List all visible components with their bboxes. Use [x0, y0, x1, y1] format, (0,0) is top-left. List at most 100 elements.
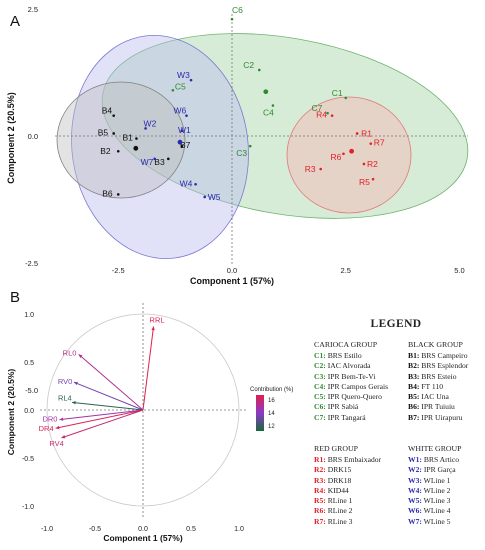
legend-item-code: C4: — [314, 381, 326, 391]
point-label-w5: W5 — [208, 192, 221, 202]
legend-item: R6: RLine 2 — [314, 506, 381, 516]
legend-item-name: IPR Garça — [421, 465, 456, 475]
legend-item: R3: DRK18 — [314, 476, 381, 486]
legend-item: W3: WLine 1 — [408, 476, 462, 486]
legend-item: W2: IPR Garça — [408, 465, 462, 475]
legend-item-code: W5: — [408, 496, 422, 506]
legend-item: B4: FT 110 — [408, 382, 468, 392]
point-label-r3: R3 — [305, 164, 316, 174]
legend-item-name: RLine 2 — [325, 506, 353, 516]
legend-carioca-group: CARIOCA GROUP C1: BRS Estilo C2: IAC Alvo… — [314, 340, 388, 423]
vector-label-rl0: RL0 — [63, 348, 77, 357]
legend-red-group: RED GROUP R1: BRS Embaixador R2: DRK15 R3:… — [314, 444, 381, 527]
vector-rv4 — [61, 409, 144, 439]
panel-b-label: B — [10, 289, 20, 306]
legend-item-name: RLine 1 — [325, 496, 353, 506]
point-r5 — [371, 177, 375, 181]
panel-a-ytick: 0.0 — [28, 132, 38, 141]
legend-item-name: IPR Bem-Te-Vi — [325, 371, 376, 381]
panel-b-xtick: -0.5 — [89, 526, 101, 533]
legend-item: R2: DRK15 — [314, 465, 381, 475]
legend-black-group: BLACK GROUP B1: BRS Campeiro B2: BRS Espl… — [408, 340, 468, 423]
legend-item-code: C6: — [314, 402, 326, 412]
point-label-c2: C2 — [243, 60, 254, 70]
legend-item-code: W4: — [408, 485, 422, 495]
point-c5 — [171, 88, 175, 92]
vector-arrowhead-rl4 — [71, 400, 76, 405]
legend-item-code: R4: — [314, 485, 326, 495]
centroid-black — [133, 145, 139, 151]
legend-item-name: IPR Quero-Quero — [325, 392, 382, 402]
legend-item-code: W1: — [408, 455, 422, 464]
ellipse-red — [286, 96, 412, 214]
legend-item-code: B1: — [408, 351, 420, 360]
legend-item-code: W3: — [408, 475, 422, 485]
vector-label-dr4: DR4 — [39, 424, 54, 433]
legend-item: W5: WLine 3 — [408, 496, 462, 506]
legend-item-name: BRS Campeiro — [419, 351, 468, 360]
legend-item: B7: IPR Uirapuru — [408, 413, 468, 423]
panel-a-xtick: 5.0 — [454, 266, 464, 275]
legend-item-code: B4: — [408, 381, 420, 391]
legend-item: C3: IPR Bem-Te-Vi — [314, 372, 388, 382]
legend-item-name: WLine 1 — [421, 475, 451, 485]
legend-item-name: WLine 3 — [421, 496, 451, 506]
point-c7 — [326, 111, 329, 115]
panel-b-ytick: 1.0 — [24, 312, 34, 319]
legend-item-code: C2: — [314, 361, 326, 371]
panel-b-ytick: -1.0 — [22, 504, 34, 511]
legend-item-name: BRS Embaixador — [325, 455, 382, 464]
vector-rl0 — [78, 353, 144, 411]
vector-rv0 — [73, 381, 144, 411]
legend-item: R4: KID44 — [314, 486, 381, 496]
legend-item-name: BRS Esteio — [419, 371, 457, 381]
point-label-w3: W3 — [177, 70, 190, 80]
panel-b-xtick: 1.0 — [234, 526, 244, 533]
centroid-white — [177, 139, 183, 145]
ellipse-black — [56, 81, 186, 199]
legend-item-name: IPR Sabiá — [325, 402, 359, 412]
legend-item-name: IPR Tuiuiu — [419, 402, 455, 412]
point-label-c7: C7 — [312, 103, 323, 113]
point-label-b5: B5 — [98, 127, 109, 137]
legend-item: B5: IAC Una — [408, 392, 468, 402]
legend-item: R5: RLine 1 — [314, 496, 381, 506]
legend-item-name: RLine 3 — [325, 516, 353, 526]
point-label-b1: B1 — [122, 133, 133, 143]
panel-b-xlabel: Component 1 (57%) — [103, 533, 183, 543]
point-label-c5: C5 — [175, 81, 186, 91]
legend-item-code: W6: — [408, 506, 422, 516]
legend-item: C6: IPR Sabiá — [314, 402, 388, 412]
legend-item-code: C3: — [314, 371, 326, 381]
point-label-r7: R7 — [374, 138, 385, 148]
point-label-b3: B3 — [154, 157, 165, 167]
contribution-legend-title: Contribution (%) — [250, 387, 293, 393]
legend-item-name: FT 110 — [419, 381, 444, 391]
point-label-w2: W2 — [144, 118, 157, 128]
point-b5 — [112, 132, 115, 135]
point-w5 — [203, 195, 206, 199]
legend-title: LEGEND — [370, 318, 422, 330]
legend-item: C7: IPR Tangará — [314, 413, 388, 423]
legend-group-title: WHITE GROUP — [408, 444, 462, 453]
point-w1 — [180, 129, 184, 133]
group-legend: LEGEND CARIOCA GROUP C1: BRS Estilo C2: I… — [310, 318, 482, 548]
point-label-b4: B4 — [102, 106, 113, 116]
legend-item-name: IAC Una — [419, 392, 449, 402]
vector-arrowhead-rl0 — [78, 354, 83, 358]
ellipse-white — [71, 35, 249, 259]
contribution-colorbar — [256, 395, 264, 431]
point-label-w1: W1 — [178, 125, 191, 135]
centroid-red — [349, 148, 354, 154]
panel-a-xtick: -2.5 — [112, 266, 125, 275]
vector-arrowhead-dr0 — [59, 417, 64, 421]
legend-item-code: R7: — [314, 516, 326, 526]
correlation-circle — [46, 313, 240, 507]
point-w3 — [189, 78, 193, 82]
vector-dr0 — [59, 409, 144, 421]
point-r3 — [319, 167, 323, 171]
legend-item: C4: IPR Campos Gerais — [314, 382, 388, 392]
point-b1 — [135, 137, 138, 140]
